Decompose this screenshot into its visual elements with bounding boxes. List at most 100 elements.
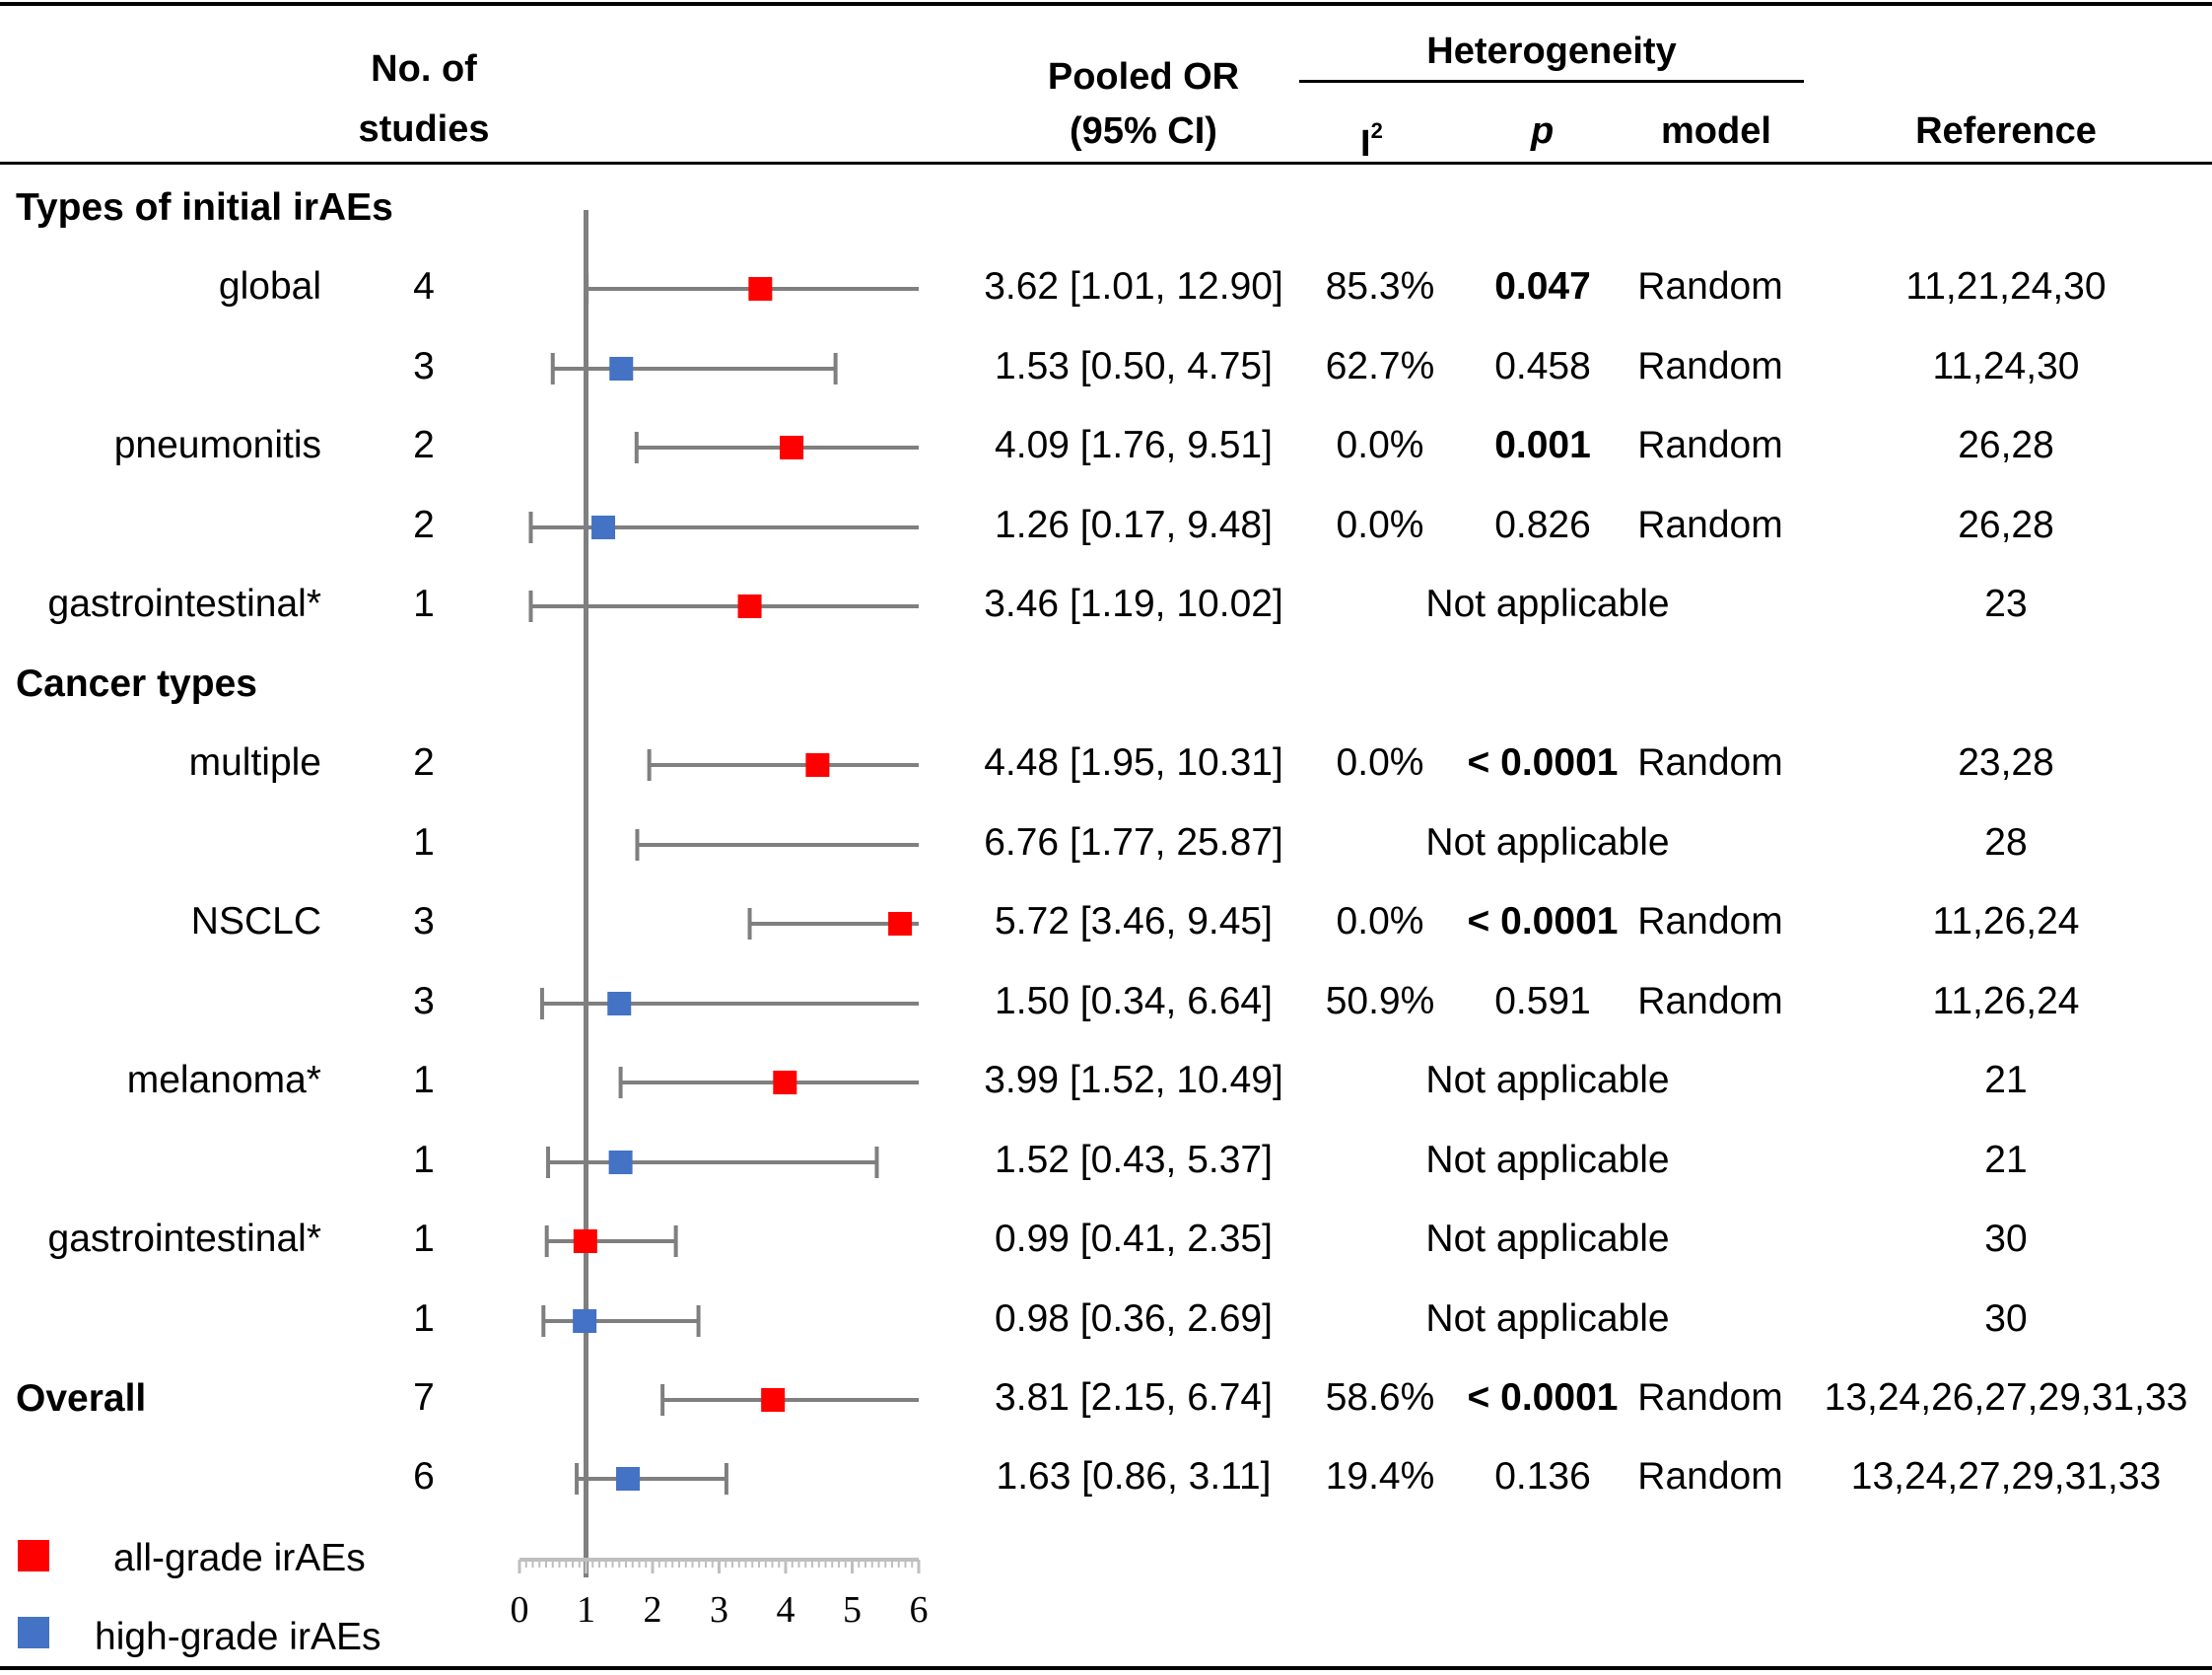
header-i2-base: I (1360, 123, 1371, 165)
row-studies: 1 (413, 1139, 435, 1181)
row-p-value: 0.826 (1494, 504, 1591, 546)
row-i2: 85.3% (1325, 265, 1435, 308)
bottom-rule (0, 1666, 2212, 1670)
header-i2: I2 (1360, 107, 1383, 168)
row-reference: 11,24,30 (1932, 345, 2080, 387)
legend-high-grade-swatch (18, 1617, 49, 1648)
header-or-line2: (95% CI) (1070, 110, 1217, 152)
row-label: melanoma* (126, 1059, 321, 1101)
row-studies: 1 (413, 1297, 435, 1340)
point-estimate-high-grade (607, 992, 632, 1015)
row-studies: 1 (413, 821, 435, 864)
x-tick-label: 5 (843, 1589, 862, 1631)
row-studies: 1 (413, 1218, 435, 1260)
row-pooled-or: 3.62 [1.01, 12.90] (984, 265, 1283, 308)
row-p-value: 0.047 (1494, 265, 1591, 308)
row-reference: 13,24,26,27,29,31,33 (1824, 1376, 2188, 1419)
row-pooled-or: 6.76 [1.77, 25.87] (984, 821, 1283, 864)
row-studies: 2 (413, 424, 435, 466)
header-heterogeneity: Heterogeneity (1426, 31, 1677, 72)
row-p-value: < 0.0001 (1467, 1376, 1619, 1419)
header-p: p (1531, 110, 1555, 152)
row-model: Random (1637, 504, 1783, 546)
row-i2: 19.4% (1325, 1455, 1435, 1498)
point-estimate-all-grade (573, 1229, 597, 1253)
row-pooled-or: 1.53 [0.50, 4.75] (995, 345, 1273, 387)
point-estimate-all-grade (761, 1388, 786, 1412)
row-model: Random (1637, 980, 1783, 1022)
row-i2: 0.0% (1336, 424, 1424, 466)
point-estimate-high-grade (591, 516, 616, 539)
row-reference: 11,26,24 (1932, 980, 2080, 1022)
row-not-applicable: Not applicable (1425, 583, 1670, 625)
row-not-applicable: Not applicable (1425, 1218, 1670, 1260)
row-label: pneumonitis (113, 424, 321, 466)
row-pooled-or: 0.98 [0.36, 2.69] (995, 1297, 1273, 1340)
row-studies: 3 (413, 980, 435, 1022)
section-initial-irAEs: Types of initial irAEs (16, 186, 393, 229)
row-reference: 26,28 (1958, 504, 2054, 546)
row-studies: 3 (413, 900, 435, 942)
point-estimate-all-grade (888, 912, 913, 936)
row-reference: 26,28 (1958, 424, 2054, 466)
row-label: NSCLC (190, 900, 321, 942)
section-overall: Overall (16, 1377, 147, 1420)
row-i2: 62.7% (1325, 345, 1435, 387)
header-reference: Reference (1915, 110, 2097, 152)
row-reference: 21 (1984, 1059, 2028, 1101)
top-rule (0, 2, 2212, 6)
point-estimate-all-grade (773, 1071, 797, 1094)
row-studies: 1 (413, 583, 435, 625)
x-tick-label: 4 (777, 1589, 795, 1631)
row-studies: 1 (413, 1059, 435, 1101)
row-reference: 30 (1984, 1297, 2028, 1340)
point-estimate-all-grade (805, 753, 830, 777)
header-studies-line1: No. of (371, 48, 477, 90)
row-i2: 0.0% (1336, 504, 1424, 546)
row-not-applicable: Not applicable (1425, 821, 1670, 864)
point-estimate-high-grade (608, 1151, 633, 1174)
row-label: gastrointestinal* (47, 583, 322, 625)
x-tick-label: 2 (644, 1589, 662, 1631)
row-pooled-or: 4.48 [1.95, 10.31] (984, 741, 1283, 784)
section-cancer-types: Cancer types (16, 663, 257, 705)
heterogeneity-underline (1299, 80, 1804, 83)
legend-high-grade-label: high-grade irAEs (95, 1616, 381, 1658)
point-estimate-high-grade (573, 1309, 597, 1333)
row-reference: 11,21,24,30 (1905, 265, 2107, 308)
row-reference: 28 (1984, 821, 2028, 864)
row-not-applicable: Not applicable (1425, 1297, 1670, 1340)
row-not-applicable: Not applicable (1425, 1139, 1670, 1181)
header-model: model (1661, 110, 1771, 152)
row-p-value: < 0.0001 (1467, 741, 1619, 784)
row-model: Random (1637, 741, 1783, 784)
row-p-value: 0.458 (1494, 345, 1591, 387)
x-tick-label: 1 (577, 1589, 595, 1631)
row-reference: 21 (1984, 1139, 2028, 1181)
row-model: Random (1637, 1455, 1783, 1498)
row-pooled-or: 3.81 [2.15, 6.74] (995, 1376, 1273, 1419)
row-studies: 4 (413, 265, 435, 308)
point-estimate-all-grade (748, 277, 773, 301)
row-not-applicable: Not applicable (1425, 1059, 1670, 1101)
row-p-value: 0.136 (1494, 1455, 1591, 1498)
row-reference: 23 (1984, 583, 2028, 625)
row-model: Random (1637, 900, 1783, 942)
point-estimate-high-grade (609, 357, 634, 381)
row-i2: 0.0% (1336, 741, 1424, 784)
x-tick-label: 6 (910, 1589, 929, 1631)
row-studies: 6 (413, 1455, 435, 1498)
row-p-value: < 0.0001 (1467, 900, 1619, 942)
row-reference: 30 (1984, 1218, 2028, 1260)
row-pooled-or: 3.46 [1.19, 10.02] (984, 583, 1283, 625)
legend-all-grade-label: all-grade irAEs (113, 1537, 366, 1579)
row-model: Random (1637, 345, 1783, 387)
header-studies-line2: studies (358, 108, 490, 150)
row-i2: 0.0% (1336, 900, 1424, 942)
row-studies: 3 (413, 345, 435, 387)
row-pooled-or: 1.63 [0.86, 3.11] (996, 1455, 1272, 1498)
row-label: gastrointestinal* (47, 1218, 322, 1260)
point-estimate-all-grade (780, 436, 804, 459)
point-estimate-all-grade (737, 594, 762, 618)
